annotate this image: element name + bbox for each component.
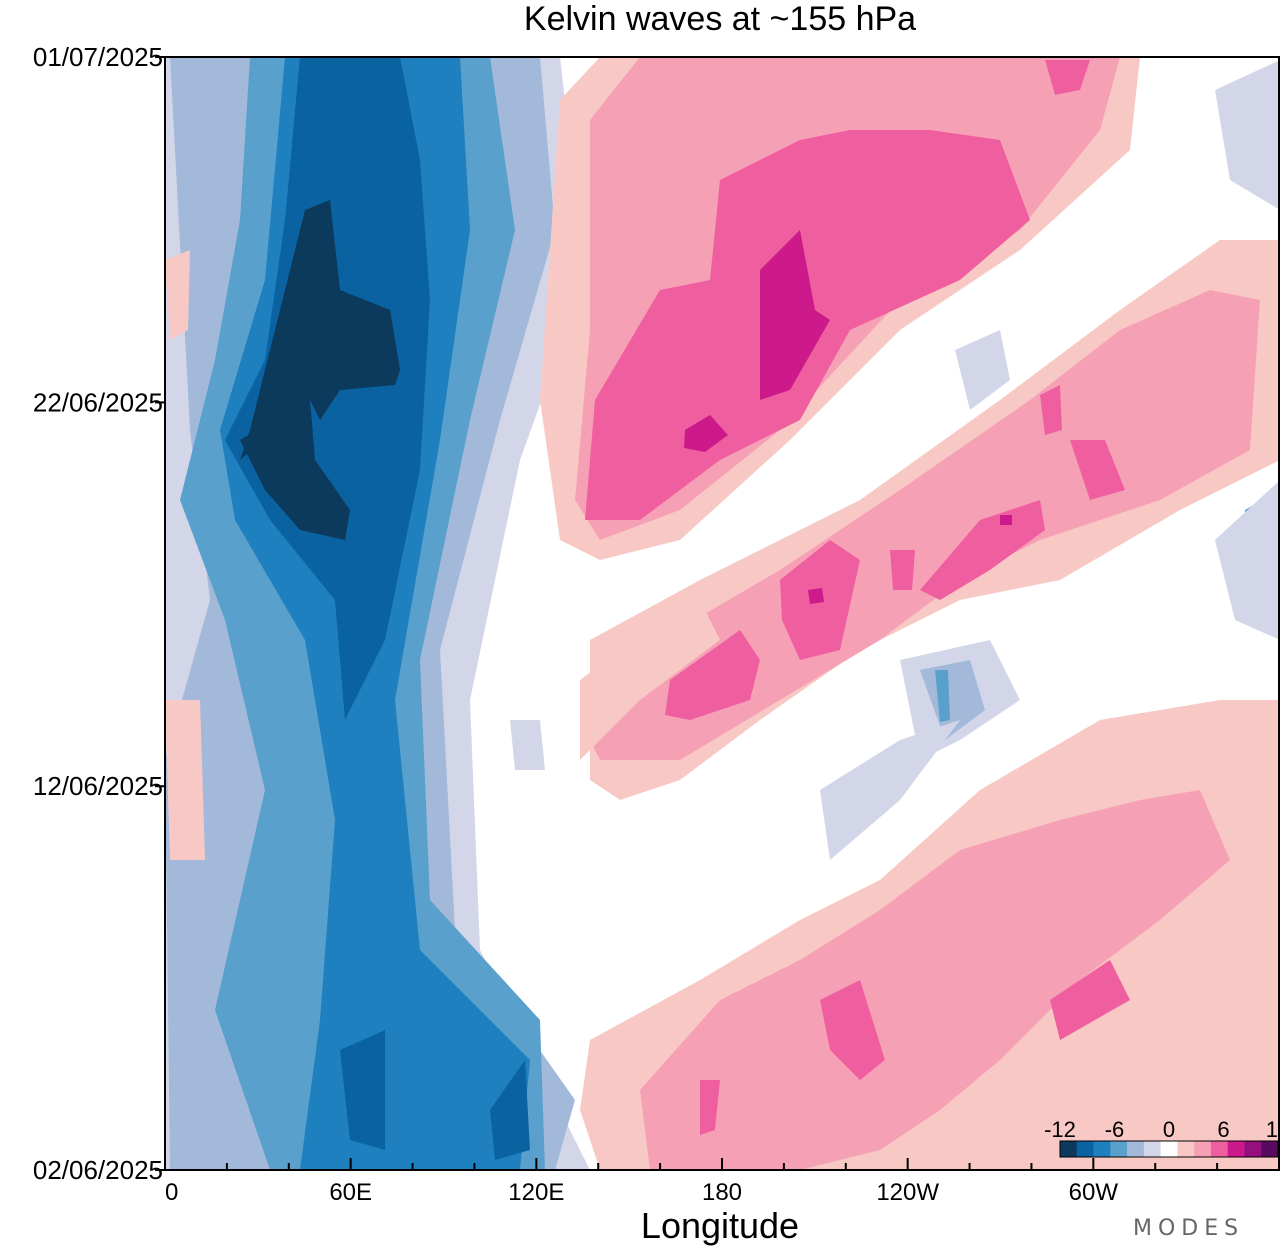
colorbar-frame bbox=[1059, 1140, 1279, 1158]
colorbar-swatch bbox=[1177, 1141, 1195, 1157]
colorbar-label: 12 bbox=[1266, 1117, 1280, 1142]
x-tick-label: 0 bbox=[165, 1179, 178, 1206]
y-tick-label: 22/06/2025 bbox=[33, 387, 163, 417]
colorbar-swatch bbox=[1076, 1141, 1095, 1157]
x-axis: 0 60E 120E 180 120W 60W bbox=[164, 1158, 1219, 1206]
plot-area bbox=[165, 57, 1279, 1170]
colorbar-swatch bbox=[1060, 1141, 1078, 1157]
colorbar-label: -6 bbox=[1105, 1117, 1125, 1142]
positive-anomaly-bands bbox=[165, 57, 1279, 1170]
x-axis-label: Longitude bbox=[641, 1205, 799, 1246]
colorbar-swatch bbox=[1110, 1141, 1128, 1157]
x-tick-label: 120W bbox=[876, 1179, 939, 1206]
colorbar-label: -12 bbox=[1044, 1117, 1076, 1142]
chart-title: Kelvin waves at ~155 hPa bbox=[524, 0, 916, 38]
colorbar-swatch bbox=[1210, 1141, 1229, 1157]
x-tick-label: 120E bbox=[508, 1179, 564, 1206]
y-tick-label: 02/06/2025 bbox=[33, 1155, 163, 1185]
colorbar-swatch bbox=[1244, 1141, 1262, 1157]
colorbar-swatch bbox=[1227, 1141, 1245, 1157]
colorbar-swatch bbox=[1093, 1141, 1111, 1157]
colorbar-swatch bbox=[1160, 1141, 1178, 1157]
colorbar-label: 0 bbox=[1163, 1117, 1175, 1142]
colorbar-swatch bbox=[1194, 1141, 1212, 1157]
y-tick-label: 12/06/2025 bbox=[33, 771, 163, 801]
colorbar-label: 6 bbox=[1217, 1117, 1229, 1142]
colorbar-swatch bbox=[1127, 1141, 1145, 1157]
x-tick-label: 180 bbox=[702, 1179, 742, 1206]
negative-anomaly-band bbox=[165, 57, 1279, 1170]
colorbar-swatch bbox=[1261, 1141, 1279, 1157]
x-tick-label: 60E bbox=[329, 1179, 372, 1206]
modes-logo: MODES bbox=[1133, 1216, 1244, 1241]
y-axis: 02/06/2025 12/06/2025 22/06/2025 01/07/2025 bbox=[33, 42, 165, 1185]
colorbar-swatch bbox=[1143, 1141, 1162, 1157]
y-tick-label: 01/07/2025 bbox=[33, 42, 163, 72]
colorbar-legend: -12 -6 0 6 12 bbox=[1044, 1117, 1280, 1158]
x-tick-label: 60W bbox=[1069, 1179, 1119, 1206]
